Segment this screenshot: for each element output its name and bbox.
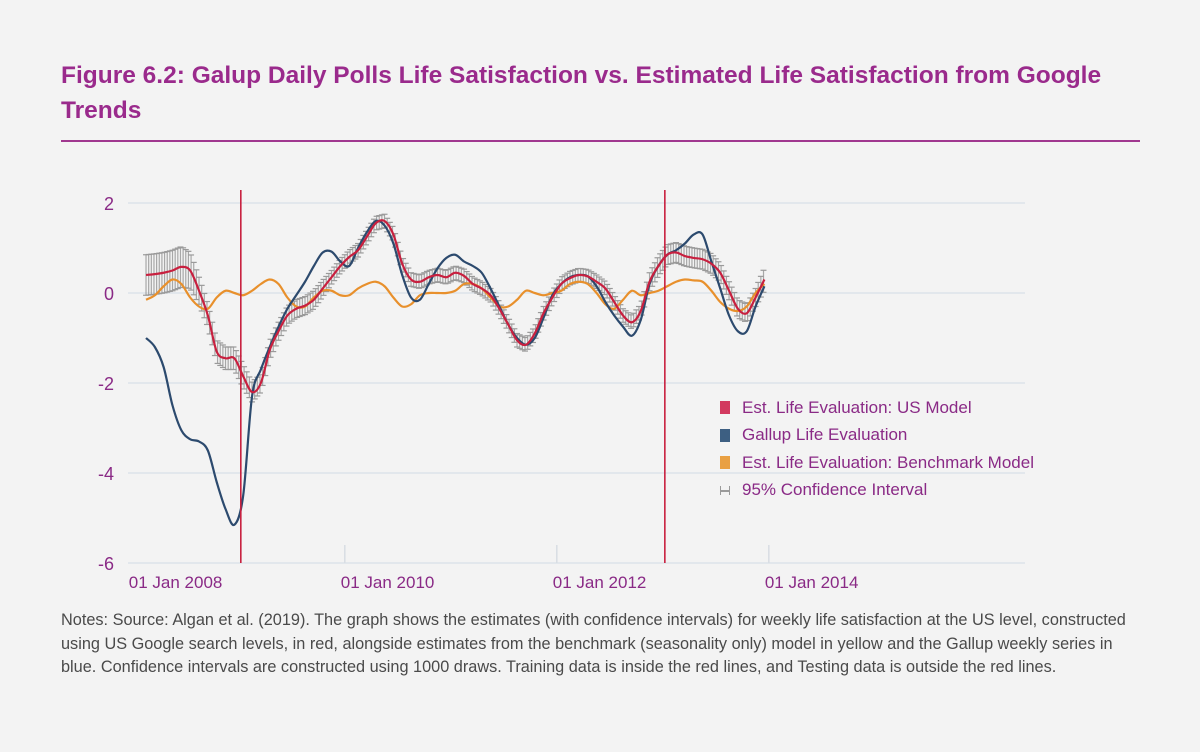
legend-label: Est. Life Evaluation: US Model bbox=[742, 397, 972, 417]
line-chart: 20-2-4-6 01 Jan 2008 01 Jan 2010 01 Jan 20… bbox=[98, 190, 1025, 592]
x-tick-label: 01 Jan 2014 bbox=[765, 573, 859, 592]
series-lines bbox=[145, 219, 766, 527]
figure-title: Figure 6.2: Galup Daily Polls Life Satis… bbox=[61, 62, 1102, 124]
y-axis: 2 0 -2 -4 -6 bbox=[98, 194, 114, 574]
x-tick-label: 01 Jan 2012 bbox=[553, 573, 647, 592]
legend-item-us-model: Est. Life Evaluation: US Model bbox=[720, 394, 1034, 422]
confidence-interval-bars bbox=[143, 213, 767, 403]
y-tick-label: -4 bbox=[98, 464, 114, 484]
train-test-boundaries bbox=[240, 190, 666, 563]
error-bar-icon bbox=[720, 485, 730, 496]
y-tick-label: 0 bbox=[104, 284, 114, 304]
x-tick-label: 01 Jan 2010 bbox=[341, 573, 435, 592]
legend-swatch-benchmark bbox=[720, 456, 730, 470]
gridlines bbox=[128, 202, 1025, 564]
legend-item-ci: 95% Confidence Interval bbox=[720, 477, 1034, 505]
title-divider bbox=[61, 140, 1140, 142]
y-tick-label: -2 bbox=[98, 374, 114, 394]
legend-label: Est. Life Evaluation: Benchmark Model bbox=[742, 452, 1034, 472]
legend-item-benchmark: Est. Life Evaluation: Benchmark Model bbox=[720, 449, 1034, 477]
x-tick-label: 01 Jan 2008 bbox=[129, 573, 223, 592]
legend-label: Gallup Life Evaluation bbox=[742, 425, 908, 445]
legend-swatch-us-model bbox=[720, 401, 730, 415]
legend-label: 95% Confidence Interval bbox=[742, 480, 928, 500]
y-tick-label: -6 bbox=[98, 554, 114, 574]
figure-notes: Notes: Source: Algan et al. (2019). The … bbox=[61, 611, 1126, 676]
y-tick-label: 2 bbox=[104, 194, 114, 214]
x-axis: 01 Jan 2008 01 Jan 2010 01 Jan 2012 01 Jan … bbox=[129, 545, 859, 592]
legend-item-gallup: Gallup Life Evaluation bbox=[720, 422, 1034, 450]
series-line-benchmark bbox=[145, 278, 766, 313]
series-line-us-model bbox=[145, 219, 766, 394]
legend: Est. Life Evaluation: US Model Gallup Li… bbox=[720, 394, 1034, 504]
legend-swatch-gallup bbox=[720, 428, 730, 442]
